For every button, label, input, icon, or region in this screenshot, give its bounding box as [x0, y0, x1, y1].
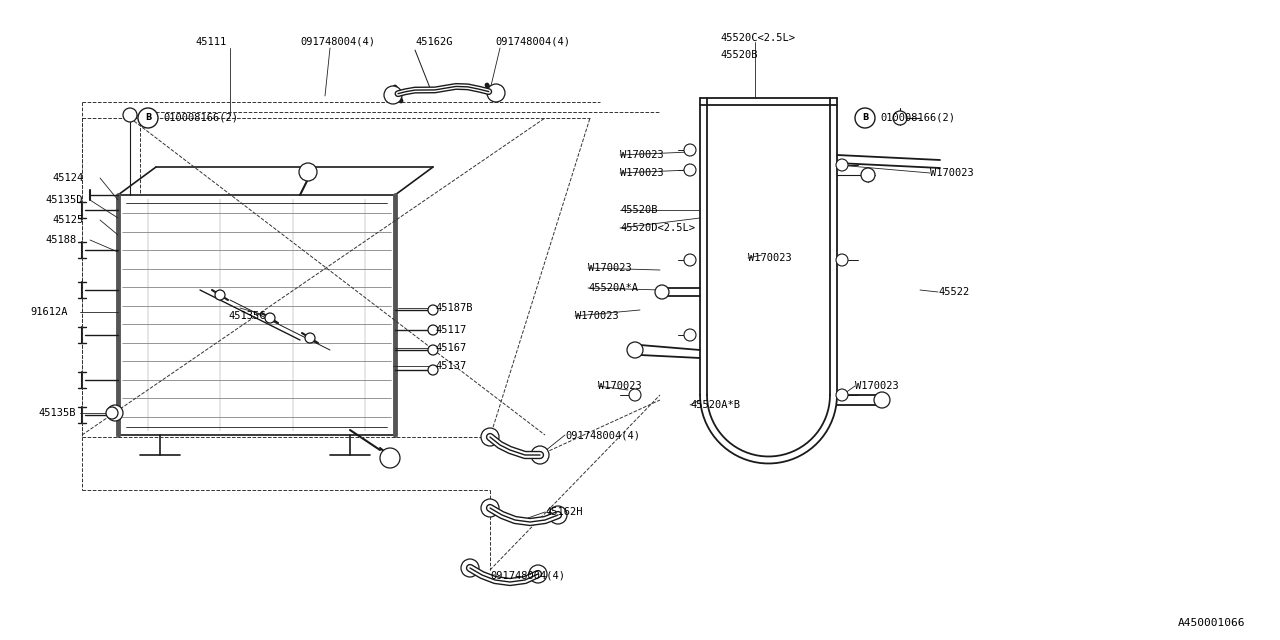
Circle shape — [305, 333, 315, 343]
Text: 45520B: 45520B — [620, 205, 658, 215]
Circle shape — [428, 305, 438, 315]
Text: 45522: 45522 — [938, 287, 969, 297]
Circle shape — [428, 365, 438, 375]
Circle shape — [486, 84, 506, 102]
Circle shape — [265, 313, 275, 323]
Text: W170023: W170023 — [575, 311, 618, 321]
Text: 010008166(2): 010008166(2) — [163, 113, 238, 123]
Text: 45137: 45137 — [435, 361, 466, 371]
Circle shape — [461, 559, 479, 577]
Circle shape — [684, 254, 696, 266]
Text: B: B — [145, 113, 151, 122]
Circle shape — [481, 499, 499, 517]
Text: B: B — [861, 113, 868, 122]
Circle shape — [549, 506, 567, 524]
Text: W170023: W170023 — [620, 168, 664, 178]
Text: 45135C: 45135C — [228, 311, 265, 321]
Circle shape — [384, 86, 402, 104]
Circle shape — [380, 448, 399, 468]
Text: A450001066: A450001066 — [1178, 618, 1245, 628]
Text: W170023: W170023 — [855, 381, 899, 391]
Text: W170023: W170023 — [588, 263, 632, 273]
Circle shape — [108, 405, 123, 421]
Circle shape — [684, 164, 696, 176]
Text: 45125: 45125 — [52, 215, 83, 225]
Circle shape — [861, 168, 876, 182]
Text: 45520C<2.5L>: 45520C<2.5L> — [719, 33, 795, 43]
Circle shape — [123, 108, 137, 122]
Text: 091748004(4): 091748004(4) — [490, 570, 564, 580]
Text: 45135D: 45135D — [45, 195, 82, 205]
Circle shape — [684, 329, 696, 341]
Circle shape — [836, 254, 849, 266]
Circle shape — [874, 392, 890, 408]
Circle shape — [628, 389, 641, 401]
Text: 45117: 45117 — [435, 325, 466, 335]
Circle shape — [655, 285, 669, 299]
Circle shape — [300, 163, 317, 181]
Text: 091748004(4): 091748004(4) — [300, 37, 375, 47]
Text: 010008166(2): 010008166(2) — [881, 113, 955, 123]
Circle shape — [627, 342, 643, 358]
Text: 091748004(4): 091748004(4) — [495, 37, 570, 47]
Circle shape — [855, 108, 876, 128]
Text: 45162G: 45162G — [415, 37, 453, 47]
Text: 091748004(4): 091748004(4) — [564, 430, 640, 440]
Circle shape — [215, 290, 225, 300]
Text: 45135B: 45135B — [38, 408, 76, 418]
Text: W170023: W170023 — [598, 381, 641, 391]
Circle shape — [106, 407, 118, 419]
Circle shape — [529, 565, 547, 583]
Circle shape — [531, 446, 549, 464]
Text: 45520A*B: 45520A*B — [690, 400, 740, 410]
Text: 91612A: 91612A — [29, 307, 68, 317]
Circle shape — [428, 325, 438, 335]
Circle shape — [428, 345, 438, 355]
Text: 45520A*A: 45520A*A — [588, 283, 637, 293]
Text: 45187B: 45187B — [435, 303, 472, 313]
Text: W170023: W170023 — [748, 253, 792, 263]
Circle shape — [893, 111, 908, 125]
Text: 45188: 45188 — [45, 235, 77, 245]
Text: 45111: 45111 — [195, 37, 227, 47]
Circle shape — [481, 428, 499, 446]
Text: 45520B: 45520B — [719, 50, 758, 60]
Text: 45167: 45167 — [435, 343, 466, 353]
Text: 45124: 45124 — [52, 173, 83, 183]
Circle shape — [138, 108, 157, 128]
Text: 45162H: 45162H — [545, 507, 582, 517]
Circle shape — [836, 159, 849, 171]
Circle shape — [684, 144, 696, 156]
Text: W170023: W170023 — [931, 168, 974, 178]
Text: 45520D<2.5L>: 45520D<2.5L> — [620, 223, 695, 233]
Circle shape — [836, 389, 849, 401]
Text: W170023: W170023 — [620, 150, 664, 160]
